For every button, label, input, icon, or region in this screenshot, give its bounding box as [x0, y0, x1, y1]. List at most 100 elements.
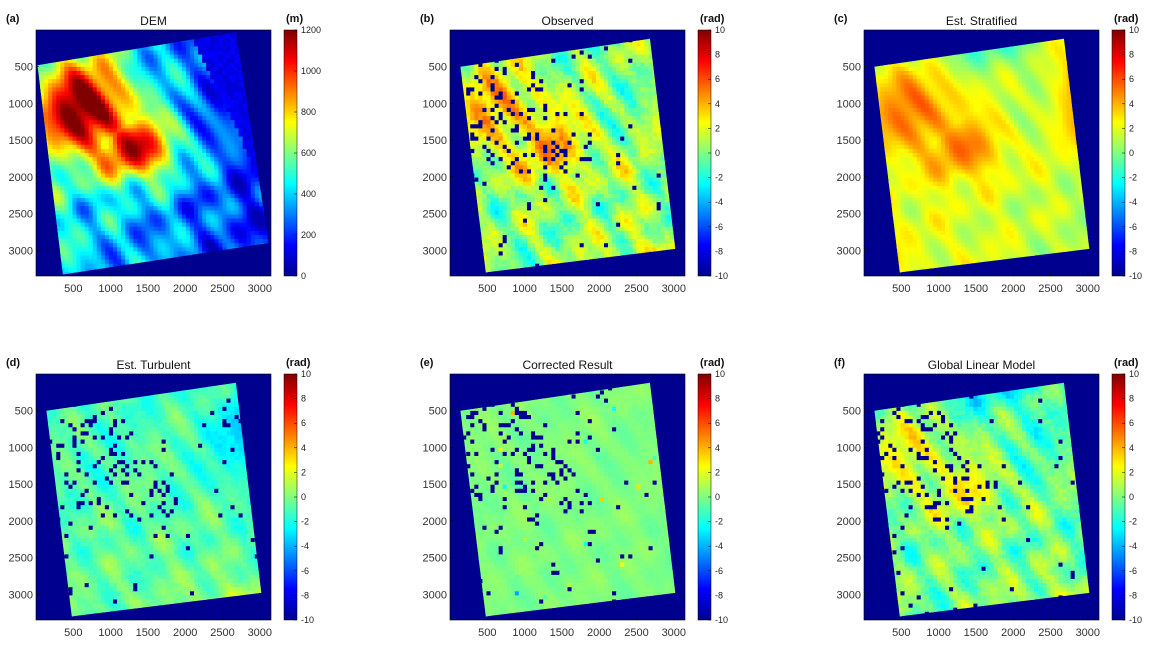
heatmap-cell: [56, 194, 61, 199]
heatmap-cell: [462, 71, 467, 76]
heatmap-cell: [234, 218, 240, 224]
heatmap-cell: [490, 66, 496, 72]
heatmap-cell: [153, 206, 159, 211]
heatmap-cell: [486, 66, 492, 72]
heatmap-cell: [72, 140, 78, 146]
heatmap-cell: [129, 136, 134, 142]
heatmap-cell: [64, 132, 70, 138]
heatmap-cell: [92, 263, 98, 269]
heatmap-cell: [56, 136, 61, 142]
heatmap-cell: [68, 202, 74, 207]
heatmap-cell: [628, 128, 633, 134]
heatmap-cell: [624, 79, 629, 84]
heatmap-cell: [145, 66, 151, 72]
heatmap-cell: [181, 189, 187, 195]
heatmap-cell: [133, 83, 138, 88]
heatmap-cell: [226, 181, 232, 187]
heatmap-cell: [214, 148, 219, 154]
heatmap-cell: [68, 79, 74, 84]
heatmap-cell: [76, 128, 82, 134]
heatmap-cell: [194, 58, 199, 64]
heatmap-cell: [129, 173, 134, 179]
heatmap-cell: [141, 112, 146, 117]
colorbar-tick-label: 400: [301, 189, 316, 199]
heatmap-cell: [104, 79, 110, 84]
heatmap-cell: [137, 173, 142, 179]
heatmap-cell: [518, 103, 524, 109]
heatmap-cell: [125, 194, 130, 199]
heatmap-cell: [522, 66, 528, 72]
heatmap-cell: [258, 235, 264, 240]
heatmap-cell: [214, 50, 219, 56]
heatmap-cell: [165, 239, 171, 244]
heatmap-cell: [603, 58, 609, 64]
heatmap-cell: [194, 161, 199, 166]
heatmap-cell: [56, 128, 61, 134]
heatmap-cell: [121, 251, 126, 257]
heatmap-cell: [518, 75, 524, 80]
heatmap-cell: [169, 46, 175, 52]
heatmap-cell: [169, 54, 175, 60]
heatmap-cell: [92, 239, 98, 244]
heatmap-cell: [157, 230, 163, 236]
heatmap-cell: [478, 107, 484, 113]
heatmap-cell: [76, 255, 82, 261]
heatmap-cell: [230, 75, 236, 80]
heatmap-cell: [189, 54, 195, 60]
heatmap-cell: [510, 128, 516, 134]
heatmap-cell: [543, 120, 548, 125]
heatmap-cell: [56, 83, 61, 88]
heatmap-cell: [551, 58, 556, 64]
heatmap-cell: [84, 157, 90, 162]
heatmap-cell: [72, 198, 78, 203]
heatmap-cell: [88, 148, 94, 154]
heatmap-cell: [234, 226, 240, 232]
heatmap-cell: [522, 120, 528, 125]
heatmap-cell: [96, 189, 102, 195]
heatmap-cell: [656, 124, 662, 129]
heatmap-cell: [56, 189, 61, 195]
heatmap-cell: [72, 222, 78, 228]
heatmap-cell: [52, 189, 57, 195]
heatmap-cell: [526, 79, 532, 84]
colorbar-tick-label: 1000: [301, 66, 321, 76]
heatmap-cell: [652, 128, 658, 134]
heatmap-cell: [599, 46, 605, 52]
heatmap-cell: [108, 235, 114, 240]
heatmap-cell: [169, 177, 175, 183]
heatmap-cell: [84, 222, 90, 228]
heatmap-cell: [169, 79, 175, 84]
heatmap-cell: [238, 161, 244, 166]
heatmap-cell: [68, 157, 74, 162]
heatmap-cell: [226, 243, 232, 248]
heatmap-cell: [68, 230, 74, 236]
heatmap-cell: [531, 112, 536, 117]
heatmap-cell: [157, 46, 163, 52]
heatmap-cell: [222, 144, 228, 150]
heatmap-cell: [238, 202, 244, 207]
heatmap-cell: [100, 226, 106, 232]
heatmap-cell: [76, 71, 82, 76]
heatmap-cell: [506, 103, 512, 109]
heatmap-cell: [64, 136, 70, 142]
heatmap-cell: [68, 66, 74, 72]
heatmap-cell: [165, 71, 171, 76]
heatmap-cell: [181, 194, 187, 199]
heatmap-cell: [246, 230, 252, 236]
heatmap-cell: [169, 206, 175, 211]
heatmap-cell: [80, 222, 86, 228]
heatmap-cell: [153, 132, 159, 138]
heatmap-cell: [165, 42, 171, 47]
heatmap-cell: [100, 83, 106, 88]
heatmap-cell: [628, 42, 633, 47]
heatmap-cell: [96, 165, 102, 170]
heatmap-cell: [238, 218, 244, 224]
heatmap-cell: [173, 87, 179, 93]
heatmap-cell: [218, 202, 223, 207]
heatmap-cell: [84, 255, 90, 261]
heatmap-cell: [117, 173, 122, 179]
heatmap-cell: [202, 38, 207, 43]
heatmap-cell: [559, 124, 565, 129]
heatmap-cell: [502, 71, 508, 76]
heatmap-cell: [522, 107, 528, 113]
